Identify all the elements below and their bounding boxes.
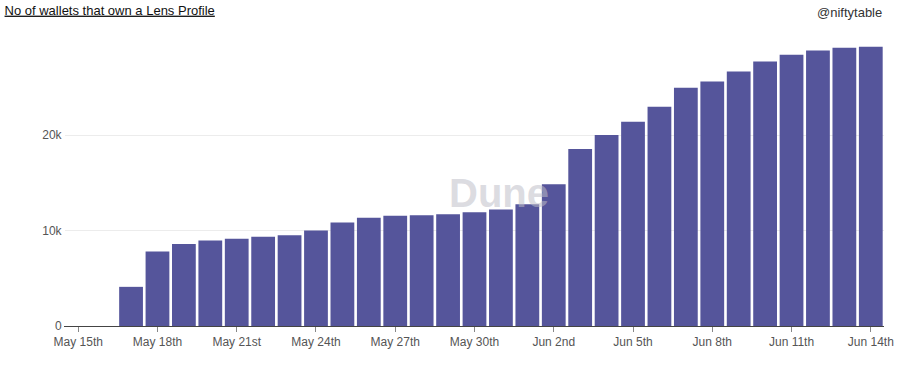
svg-text:Dune: Dune bbox=[449, 171, 549, 215]
svg-text:0: 0 bbox=[55, 319, 62, 333]
svg-text:@niftytable: @niftytable bbox=[817, 5, 882, 20]
svg-text:May 18th: May 18th bbox=[133, 335, 182, 349]
svg-text:No of wallets that own a Lens: No of wallets that own a Lens Profile bbox=[5, 3, 215, 18]
svg-text:Jun 14th: Jun 14th bbox=[848, 335, 894, 349]
svg-text:May 30th: May 30th bbox=[450, 335, 499, 349]
svg-text:May 27th: May 27th bbox=[371, 335, 420, 349]
svg-text:20k: 20k bbox=[42, 128, 62, 142]
svg-text:May 24th: May 24th bbox=[291, 335, 340, 349]
svg-text:Jun 2nd: Jun 2nd bbox=[532, 335, 575, 349]
svg-text:Jun 8th: Jun 8th bbox=[693, 335, 732, 349]
svg-text:May 21st: May 21st bbox=[212, 335, 261, 349]
svg-text:Jun 5th: Jun 5th bbox=[613, 335, 652, 349]
svg-text:May 15th: May 15th bbox=[54, 335, 103, 349]
svg-text:10k: 10k bbox=[42, 224, 62, 238]
svg-text:Jun 11th: Jun 11th bbox=[769, 335, 814, 349]
